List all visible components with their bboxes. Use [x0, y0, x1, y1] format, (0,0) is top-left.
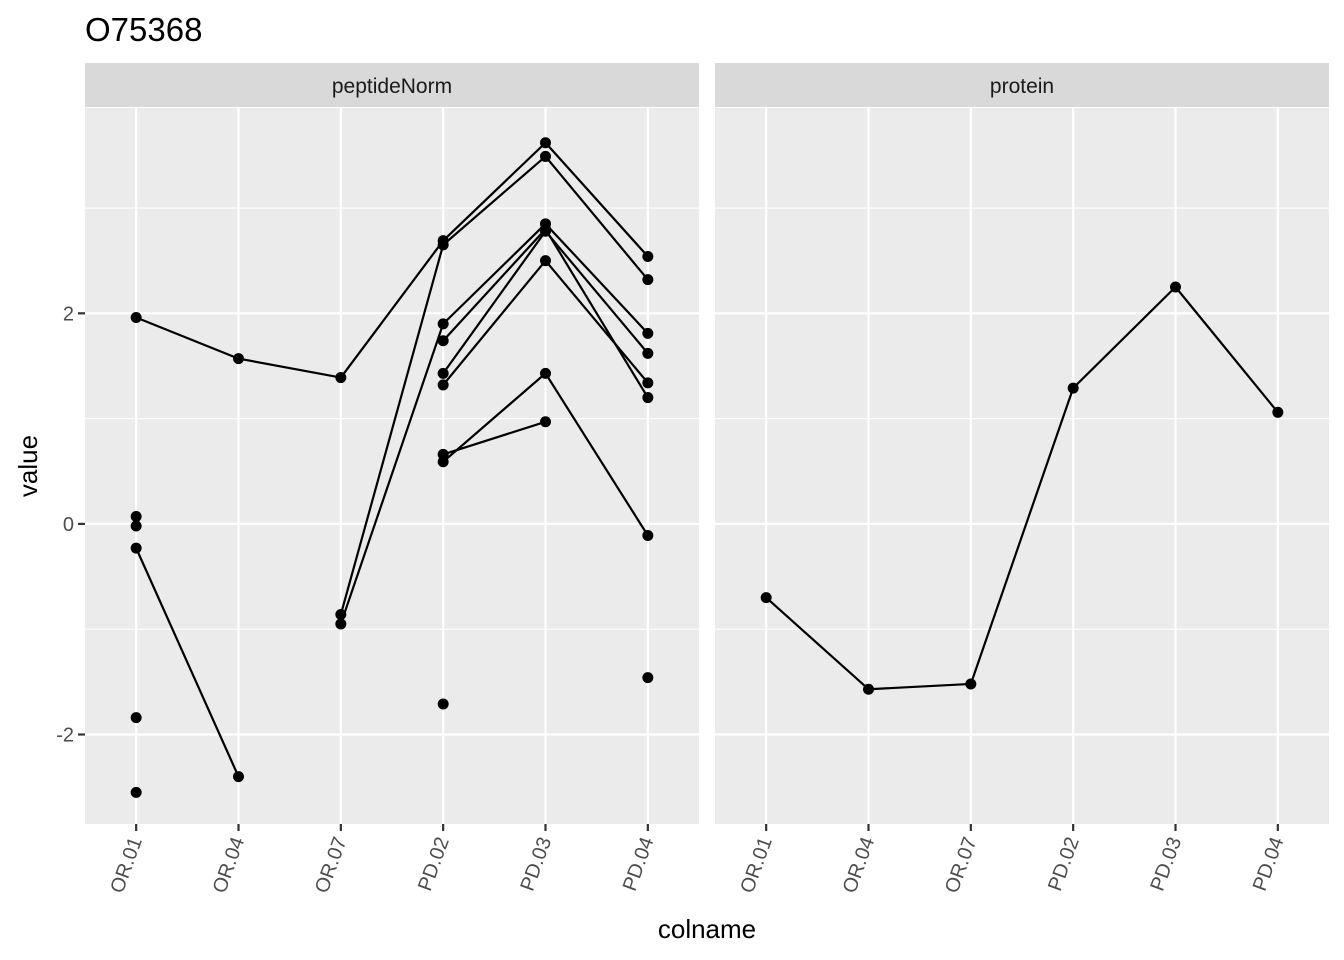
y-tick-label: 2 — [63, 303, 74, 325]
series-line-segment — [544, 227, 649, 399]
data-point — [233, 353, 244, 365]
data-point — [437, 448, 449, 460]
data-point — [540, 367, 551, 379]
panel-background-protein — [715, 108, 1329, 824]
x-tick-label: OR.07 — [941, 834, 981, 896]
panel-peptidenorm: peptideNorm OR.01 OR.04 OR.07 PD.02 PD.03 PD.… — [85, 63, 699, 896]
x-tick-label: PD.04 — [1249, 834, 1289, 894]
series-line-segment — [544, 259, 649, 384]
data-point — [863, 683, 874, 695]
strip-background-peptidenorm — [85, 63, 699, 107]
data-point — [540, 416, 551, 428]
series-line-segment — [339, 322, 445, 626]
data-point — [642, 274, 654, 286]
y-axis: -2 0 2 — [56, 303, 85, 747]
data-point — [437, 698, 449, 710]
series-line-segment — [1072, 285, 1177, 390]
data-point — [1067, 382, 1079, 394]
series-line-segment — [442, 155, 547, 246]
series-line-segment — [442, 141, 547, 242]
y-tick-label: 0 — [63, 514, 74, 536]
data-point — [1272, 406, 1284, 418]
x-tick-label: PD.04 — [619, 834, 659, 894]
data-point — [760, 592, 772, 604]
data-point — [437, 367, 449, 379]
x-tick-label: PD.03 — [517, 834, 557, 894]
data-point — [642, 529, 654, 541]
x-tick-label: OR.01 — [106, 834, 146, 896]
data-point — [642, 672, 654, 684]
y-axis-title: value — [13, 435, 43, 497]
marks-protein — [760, 281, 1284, 695]
grid-protein — [715, 108, 1329, 824]
series-line-segment — [442, 259, 547, 387]
series-line-segment — [442, 227, 547, 342]
series-line-segment — [1174, 285, 1279, 414]
marks-peptidenorm — [130, 137, 654, 798]
data-point — [642, 347, 654, 359]
series-line-segment — [237, 357, 342, 379]
panel-protein: protein OR.01 OR.04 OR.07 PD.02 PD.03 PD.04 — [715, 63, 1329, 896]
x-ticks-protein: OR.01 OR.04 OR.07 PD.02 PD.03 PD.04 — [736, 824, 1289, 896]
data-point — [540, 137, 551, 149]
strip-background-protein — [715, 63, 1329, 107]
data-point — [130, 786, 142, 798]
series-line-segment — [765, 596, 870, 691]
data-point — [642, 327, 654, 339]
x-tick-label: OR.01 — [736, 834, 776, 896]
x-tick-label: OR.07 — [311, 834, 351, 896]
series-line-segment — [544, 222, 649, 335]
data-point — [335, 608, 347, 620]
data-point — [130, 520, 142, 532]
chart-title: O75368 — [85, 11, 202, 48]
data-point — [1170, 281, 1181, 293]
data-point — [130, 312, 142, 324]
data-point — [130, 712, 142, 724]
x-tick-label: PD.02 — [1044, 834, 1084, 894]
data-point — [642, 392, 654, 404]
series-line-segment — [969, 386, 1075, 686]
series-line-segment — [442, 230, 547, 375]
series-line-segment — [544, 141, 649, 258]
data-point — [130, 542, 142, 554]
data-point — [437, 335, 449, 347]
series-line-segment — [544, 230, 649, 355]
series-line-segment — [544, 155, 649, 281]
x-ticks-peptidenorm: OR.01 OR.04 OR.07 PD.02 PD.03 PD.04 — [106, 824, 659, 896]
data-point — [965, 678, 977, 690]
series-line-segment — [867, 682, 972, 691]
strip-label-protein: protein — [990, 75, 1054, 98]
data-point — [335, 618, 347, 630]
data-point — [437, 379, 449, 391]
panel-background-peptidenorm — [85, 108, 699, 824]
series-line-segment — [544, 372, 649, 537]
data-point — [540, 150, 551, 162]
data-point — [233, 771, 244, 783]
series-line-segment — [339, 243, 445, 616]
series-line-segment — [442, 372, 547, 463]
data-point — [335, 372, 347, 384]
x-tick-label: PD.02 — [414, 834, 454, 894]
data-point — [437, 318, 449, 330]
series-line-segment — [135, 316, 240, 360]
data-point — [642, 250, 654, 262]
y-tick-label: -2 — [56, 725, 74, 747]
data-point — [437, 239, 449, 251]
x-tick-label: OR.04 — [839, 834, 879, 896]
data-point — [130, 511, 142, 523]
series-line-segment — [135, 547, 240, 778]
x-tick-label: OR.04 — [209, 834, 249, 896]
data-point — [642, 377, 654, 389]
data-point — [540, 255, 551, 267]
series-line-segment — [442, 222, 547, 325]
strip-label-peptidenorm: peptideNorm — [332, 75, 452, 98]
series-line-segment — [442, 420, 547, 456]
x-axis-title: colname — [658, 914, 756, 944]
series-line-segment — [339, 239, 445, 379]
data-point — [540, 225, 551, 237]
x-tick-label: PD.03 — [1147, 834, 1187, 894]
